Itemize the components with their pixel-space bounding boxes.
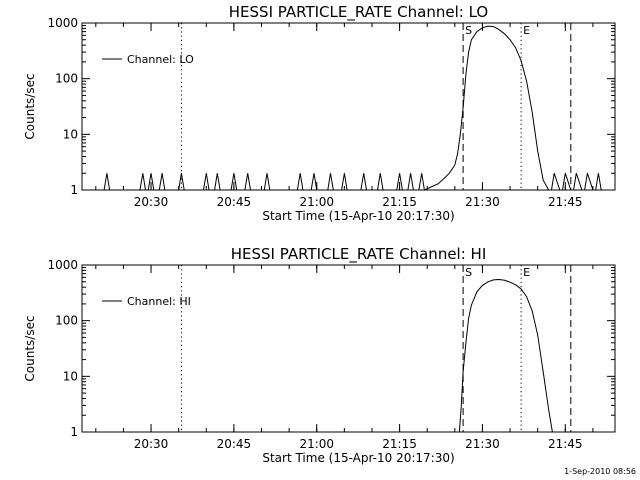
x-tick-label: 21:15 xyxy=(382,437,417,451)
x-tick-label: 21:30 xyxy=(465,437,500,451)
series-line xyxy=(82,25,615,191)
event-marker-label: E xyxy=(523,266,530,279)
plot-frame xyxy=(81,264,616,433)
event-marker-label: S xyxy=(465,266,472,279)
chart-title: HESSI PARTICLE_RATE Channel: LO xyxy=(229,3,488,22)
y-tick-label: 1000 xyxy=(47,258,78,272)
y-tick-label: 10 xyxy=(63,369,78,383)
x-tick-label: 20:45 xyxy=(217,195,252,209)
x-tick-label: 20:30 xyxy=(134,437,169,451)
y-tick-label: 10 xyxy=(63,127,78,141)
x-tick-label: 21:45 xyxy=(548,437,583,451)
x-tick-label: 21:00 xyxy=(299,195,334,209)
y-tick-label: 1 xyxy=(70,425,78,439)
x-tick-label: 21:45 xyxy=(548,195,583,209)
chart-panel-hi: HESSI PARTICLE_RATE Channel: HI 1 10 100 100… xyxy=(23,245,616,465)
y-tick-label: 100 xyxy=(55,314,78,328)
series-line xyxy=(458,278,553,433)
event-marker-label: E xyxy=(523,24,530,37)
plot-frame xyxy=(81,22,616,191)
legend-entry: Channel: LO xyxy=(127,53,194,66)
chart-title: HESSI PARTICLE_RATE Channel: HI xyxy=(231,245,487,264)
y-tick-label: 1000 xyxy=(47,16,78,30)
event-marker-label: S xyxy=(465,24,472,37)
x-tick-label: 21:15 xyxy=(382,195,417,209)
y-axis-label: Counts/sec xyxy=(23,315,37,381)
y-tick-label: 100 xyxy=(55,72,78,86)
footer-timestamp: 1-Sep-2010 08:56 xyxy=(564,467,636,476)
legend-entry: Channel: HI xyxy=(127,295,191,308)
chart-panel-lo: HESSI PARTICLE_RATE Channel: LO 1 10 100 100… xyxy=(23,3,616,223)
x-tick-label: 20:30 xyxy=(134,195,169,209)
y-axis-label: Counts/sec xyxy=(23,73,37,139)
x-axis-label: Start Time (15-Apr-10 20:17:30) xyxy=(262,451,454,465)
x-tick-label: 21:30 xyxy=(465,195,500,209)
x-axis-label: Start Time (15-Apr-10 20:17:30) xyxy=(262,209,454,223)
x-tick-label: 21:00 xyxy=(299,437,334,451)
y-tick-label: 1 xyxy=(70,183,78,197)
x-tick-label: 20:45 xyxy=(217,437,252,451)
